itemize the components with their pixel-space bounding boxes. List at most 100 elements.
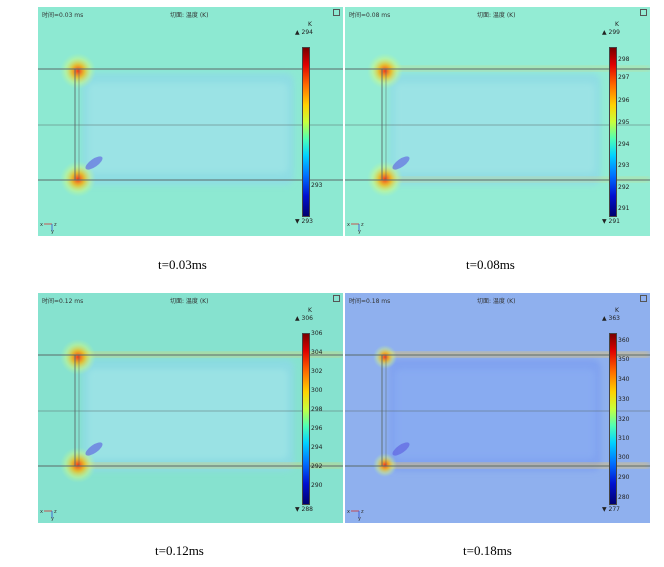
axis-z-label: z — [361, 222, 364, 228]
colorbar-min: ▼ 277 — [602, 506, 620, 513]
colorbar-tick: 290 — [618, 474, 630, 481]
hotspot-bottom — [60, 447, 96, 483]
axis-triad: x z y — [40, 505, 60, 522]
hotspot-top — [367, 53, 403, 89]
colorbar-tick: 290 — [311, 482, 323, 489]
quantity-label: 切面: 温度 (K) — [477, 12, 516, 19]
hotspot-bottom — [367, 161, 403, 197]
colorbar-tick: 294 — [618, 141, 630, 148]
temperature-field — [345, 293, 650, 523]
axis-triad-arrows — [351, 510, 360, 518]
colorbar-tick: 296 — [311, 425, 323, 432]
colorbar-tick: 360 — [618, 337, 630, 344]
axis-z-label: z — [54, 509, 57, 515]
colorbar — [609, 47, 617, 217]
expand-icon[interactable] — [640, 295, 647, 302]
colorbar-tick: 320 — [618, 416, 630, 423]
axis-z-label: z — [54, 222, 57, 228]
colorbar-tick: 298 — [311, 406, 323, 413]
colorbar-min: ▼ 288 — [295, 506, 313, 513]
colorbar-min: ▼ 293 — [295, 218, 313, 225]
temperature-field — [38, 7, 343, 236]
colorbar-tick: 293 — [618, 162, 630, 169]
axis-triad-arrows — [44, 223, 53, 231]
expand-icon[interactable] — [640, 9, 647, 16]
colorbar — [302, 333, 310, 505]
colorbar-max: ▲ 306 — [295, 315, 313, 322]
hot-band-bottom — [78, 463, 343, 468]
hot-band-top — [385, 352, 650, 357]
colorbar-unit: K — [615, 307, 619, 314]
axis-triad-arrows — [44, 510, 53, 518]
plot-panel-3: 时间=0.12 ms 切面: 温度 (K) K ▲ 306 ▼ 288 306 … — [38, 293, 343, 523]
time-label: 时间=0.12 ms — [42, 298, 84, 305]
colorbar-tick: 280 — [618, 494, 630, 501]
colorbar-tick: 304 — [311, 349, 323, 356]
colorbar-tick: 295 — [618, 119, 630, 126]
colorbar-tick: 306 — [311, 330, 323, 337]
colorbar-unit: K — [615, 21, 619, 28]
colorbar-tick: 297 — [618, 74, 630, 81]
quantity-label: 切面: 温度 (K) — [170, 298, 209, 305]
time-label: 时间=0.08 ms — [349, 12, 391, 19]
colorbar-tick: 292 — [618, 184, 630, 191]
colorbar-tick: 310 — [618, 435, 630, 442]
plot-panel-4: 时间=0.18 ms 切面: 温度 (K) K ▲ 363 ▼ 277 360 … — [345, 293, 650, 523]
colorbar-tick: 298 — [618, 56, 630, 63]
colorbar-tick: 300 — [311, 387, 323, 394]
colorbar-max: ▲ 294 — [295, 29, 313, 36]
cool-core — [88, 83, 288, 173]
caption-4: t=0.18ms — [463, 543, 512, 558]
cold-sliver — [85, 442, 103, 456]
axis-triad: x z y — [347, 218, 367, 235]
colorbar — [302, 47, 310, 217]
hotspot-bottom — [60, 161, 96, 197]
expand-icon[interactable] — [333, 9, 340, 16]
plot-panel-1: 时间=0.03 ms 切面: 温度 (K) K ▲ 294 ▼ 293 293 … — [38, 7, 343, 236]
colorbar-tick: 350 — [618, 356, 630, 363]
axis-x-label: x — [40, 509, 43, 515]
colorbar-max: ▲ 299 — [602, 29, 620, 36]
hot-band-bottom — [385, 463, 650, 468]
cold-sliver — [392, 442, 410, 456]
colorbar-tick: 302 — [311, 368, 323, 375]
time-label: 时间=0.03 ms — [42, 12, 84, 19]
colorbar-tick: 292 — [311, 463, 323, 470]
axis-y-label: y — [51, 516, 54, 522]
axis-z-label: z — [361, 509, 364, 515]
cold-sliver — [392, 156, 410, 170]
cool-core — [88, 369, 288, 459]
hot-band-bottom — [385, 177, 650, 182]
colorbar-tick: 300 — [618, 454, 630, 461]
hot-band-top — [385, 66, 650, 71]
colorbar-tick: 293 — [311, 182, 323, 189]
colorbar-tick: 296 — [618, 97, 630, 104]
caption-3: t=0.12ms — [155, 543, 204, 558]
axis-x-label: x — [347, 509, 350, 515]
colorbar-tick: 340 — [618, 376, 630, 383]
quantity-label: 切面: 温度 (K) — [477, 298, 516, 305]
hotspot-top — [60, 53, 96, 89]
caption-1: t=0.03ms — [158, 257, 207, 272]
expand-icon[interactable] — [333, 295, 340, 302]
colorbar-min: ▼ 291 — [602, 218, 620, 225]
axis-x-label: x — [40, 222, 43, 228]
colorbar — [609, 333, 617, 505]
axis-triad-arrows — [351, 223, 360, 231]
colorbar-unit: K — [308, 21, 312, 28]
colorbar-unit: K — [308, 307, 312, 314]
colorbar-tick: 291 — [618, 205, 630, 212]
caption-2: t=0.08ms — [466, 257, 515, 272]
axis-triad: x z y — [40, 218, 60, 235]
time-label: 时间=0.18 ms — [349, 298, 391, 305]
quantity-label: 切面: 温度 (K) — [170, 12, 209, 19]
axis-triad: x z y — [347, 505, 367, 522]
colorbar-tick: 294 — [311, 444, 323, 451]
hotspot-bottom — [373, 453, 397, 477]
plot-panel-2: 时间=0.08 ms 切面: 温度 (K) K ▲ 299 ▼ 291 298 … — [345, 7, 650, 236]
axis-y-label: y — [358, 516, 361, 522]
axis-y-label: y — [51, 229, 54, 235]
colorbar-tick: 330 — [618, 396, 630, 403]
axis-x-label: x — [347, 222, 350, 228]
axis-y-label: y — [358, 229, 361, 235]
